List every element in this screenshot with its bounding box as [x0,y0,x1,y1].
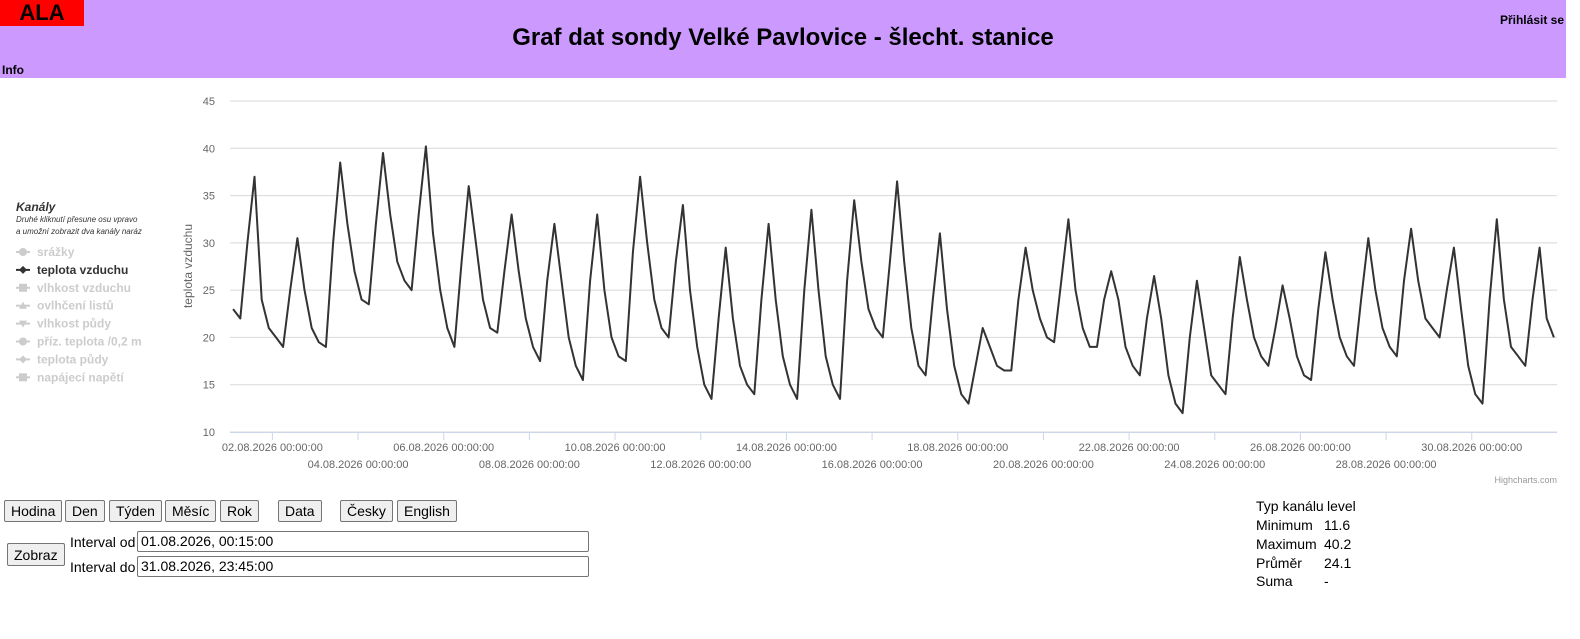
stat-label: Minimum [1256,517,1313,533]
x-tick-label: 06.08.2026 00:00:00 [393,442,494,454]
legend-item[interactable]: teplota vzduchu [37,263,128,277]
x-tick-label: 14.08.2026 00:00:00 [736,442,837,454]
legend-marker [19,283,27,292]
stat-label: Suma [1256,573,1293,590]
y-tick-label: 40 [203,143,215,155]
legend-item[interactable]: příz. teplota /0,2 m [37,335,142,349]
legend-item[interactable]: srážky [37,245,75,259]
stat-value: - [1324,573,1329,590]
stat-value: level [1327,498,1356,514]
button[interactable]: Data [278,500,322,522]
legend-item[interactable]: teplota půdy [37,352,109,366]
y-tick-label: 20 [203,332,215,344]
credits[interactable]: Highcharts.com [1494,475,1557,485]
legend-icon [16,373,30,382]
stat-label: Typ kanálu [1256,498,1324,514]
button[interactable]: Česky [340,500,393,522]
stat-value: 40.2 [1324,535,1352,552]
legend-title: Kanály [16,200,57,214]
legend-icon [16,248,30,256]
legend-icon [16,355,30,364]
button[interactable]: Den [65,500,105,522]
legend-marker [19,248,27,256]
legend-icon [16,265,30,274]
y-axis-title: teplota vzduchu [181,224,195,308]
x-tick-label: 20.08.2026 00:00:00 [993,459,1094,471]
info-link[interactable]: Info [2,63,24,77]
x-tick-label: 04.08.2026 00:00:00 [308,459,409,471]
legend-marker [19,373,27,382]
x-tick-label: 18.08.2026 00:00:00 [907,442,1008,454]
button[interactable]: Týden [109,500,162,522]
legend-icon [16,320,30,328]
from-input[interactable]: 01.08.2026, 00:15:00 [137,531,589,552]
legend-marker [19,355,27,364]
stat-label: Maximum [1256,535,1317,552]
legend-item[interactable]: vlhkost půdy [37,317,111,331]
button[interactable]: Měsíc [165,500,217,522]
legend-note: Druhé kliknutí přesune osu vpravo [16,215,138,224]
y-tick-label: 30 [203,238,215,250]
header: ALA Graf dat sondy Velké Pavlovice - šle… [0,0,1566,78]
logo[interactable]: ALA [0,0,84,26]
legend-icon [16,283,30,292]
data-line [232,145,1555,415]
legend-marker [19,301,27,309]
to-input[interactable]: 31.08.2026, 23:45:00 [137,556,589,577]
x-tick-label: 28.08.2026 00:00:00 [1336,459,1437,471]
y-tick-label: 10 [203,427,215,439]
x-tick-label: 24.08.2026 00:00:00 [1164,459,1265,471]
page-title: Graf dat sondy Velké Pavlovice - šlecht.… [512,24,1054,51]
legend-marker [19,337,27,346]
legend-item[interactable]: napájecí napětí [37,370,124,384]
legend-icon [16,337,30,346]
to-label: Interval do [70,559,136,575]
legend-item[interactable]: ovlhčení listů [37,299,114,313]
x-tick-label: 10.08.2026 00:00:00 [565,442,666,454]
stat-value: 24.1 [1324,554,1352,571]
x-tick-label: 22.08.2026 00:00:00 [1079,442,1180,454]
x-tick-label: 12.08.2026 00:00:00 [650,459,751,471]
legend-marker [19,265,27,274]
x-tick-label: 02.08.2026 00:00:00 [222,442,323,454]
legend-marker [19,320,27,328]
legend-icon [16,301,30,309]
submit-button[interactable]: Zobraz [7,543,65,566]
legend-note: a umožní zobrazit dva kanály naráz [16,227,142,236]
button[interactable]: Hodina [4,500,63,522]
stat-label: Průměr [1256,554,1302,571]
y-tick-label: 45 [203,96,215,108]
login-link[interactable]: Přihlásit se [1499,13,1564,27]
stat-value: 11.6 [1324,517,1351,533]
button[interactable]: Rok [220,500,259,522]
y-tick-label: 15 [203,380,215,392]
x-tick-label: 08.08.2026 00:00:00 [479,459,580,471]
button[interactable]: English [397,500,457,522]
y-tick-label: 35 [203,191,215,203]
x-tick-label: 30.08.2026 00:00:00 [1421,442,1522,454]
y-tick-label: 25 [203,285,215,297]
from-label: Interval od [70,534,136,550]
x-tick-label: 16.08.2026 00:00:00 [822,459,923,471]
legend-item[interactable]: vlhkost vzduchu [37,281,131,295]
x-tick-label: 26.08.2026 00:00:00 [1250,442,1351,454]
